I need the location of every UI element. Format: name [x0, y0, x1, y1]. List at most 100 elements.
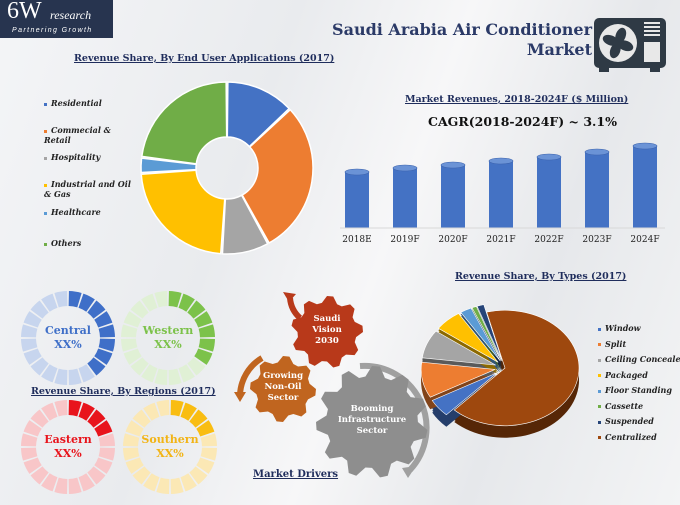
legend-swatch [598, 405, 601, 408]
region-name: Southern [141, 433, 199, 446]
region-value: XX% [54, 338, 82, 351]
legend-swatch [598, 343, 601, 346]
air-conditioner-icon [594, 18, 666, 72]
ac-vent [644, 30, 660, 32]
region-ring-segment [168, 368, 182, 385]
legend-label: Others [51, 238, 82, 248]
region-ring-segment [170, 400, 184, 417]
legend-label: Residential [51, 98, 102, 108]
region-ring-segment [21, 324, 38, 338]
region-ring-segment [78, 293, 95, 312]
region-ring-segment [41, 364, 58, 383]
ac-vent [644, 22, 660, 24]
legend-label: Window [605, 323, 641, 333]
legend-swatch [44, 183, 47, 187]
region-ring-segment [98, 433, 115, 447]
x-tick-label: 2022F [534, 235, 564, 245]
region-ring-segment [189, 466, 208, 485]
bar-cap [488, 157, 514, 165]
region-name: Central [45, 324, 91, 337]
gear-2 [250, 356, 316, 422]
legend-swatch [598, 436, 601, 439]
region-ring-segment [196, 457, 215, 474]
region-ring-segment [156, 400, 170, 417]
region-name: Eastern [44, 433, 92, 446]
region-name: Western [142, 324, 194, 337]
x-tick-label: 2018E [342, 235, 372, 245]
region-ring-segment [68, 477, 82, 494]
legend-swatch [598, 374, 601, 377]
bar-2022F [537, 157, 561, 228]
legend-label: Centralized [605, 431, 657, 442]
legend-item: Commecial & Retail [44, 125, 134, 145]
region-ring-segment [54, 477, 68, 494]
region-ring-segment [123, 433, 140, 447]
x-tick-label: 2020F [438, 235, 468, 245]
ac-panel [644, 42, 660, 62]
legend-swatch [44, 211, 47, 215]
region-ring-segment [130, 300, 149, 319]
cagr-label: CAGR(2018-2024F) ~ 3.1% [428, 114, 617, 129]
donut-slice-residential [226, 81, 291, 148]
page-title: Saudi Arabia Air Conditioner Market [332, 20, 592, 60]
region-southern: Southern XX% [135, 433, 205, 461]
legend-swatch [44, 242, 47, 246]
bar-cap [584, 148, 610, 156]
region-ring-segment [23, 420, 42, 437]
region-ring-segment [41, 402, 58, 421]
region-ring-segment [98, 338, 115, 352]
title-line-1: Saudi Arabia Air Conditioner [332, 20, 592, 39]
region-ring-segment [68, 368, 82, 385]
region-ring-segment [87, 357, 106, 376]
x-tick-label: 2024F [630, 235, 660, 245]
bar-cap [344, 168, 370, 176]
region-ring-segment [198, 324, 215, 338]
bar-cap [632, 142, 658, 150]
pie-slice-cassette [471, 306, 502, 361]
region-ring-segment [30, 409, 49, 428]
bar-2020F [441, 165, 465, 228]
revenues-title: Market Revenues, 2018-2024F ($ Million) [405, 94, 629, 105]
region-ring-segment [178, 293, 195, 312]
bar-2024F [633, 146, 657, 228]
legend-item: Split [598, 339, 680, 355]
legend-label: Packaged [605, 369, 648, 380]
region-ring-segment [68, 291, 82, 308]
bar-cap [536, 153, 562, 161]
legend-item: Ceiling Concealed [598, 354, 680, 370]
region-ring-segment [154, 368, 168, 385]
legend-label: Hospitality [51, 152, 101, 162]
x-tick-label: 2023F [582, 235, 612, 245]
region-ring-segment [87, 300, 106, 319]
region-ring-segment [23, 457, 42, 474]
pie-slice-packaged [437, 313, 499, 363]
region-ring-segment [168, 291, 182, 308]
region-ring-segment [78, 364, 95, 383]
region-ring-segment [54, 291, 68, 308]
region-ring-segment [68, 400, 82, 417]
legend-item: Window [598, 323, 680, 339]
region-ring-segment [132, 409, 151, 428]
legend-item: Healthcare [44, 207, 134, 217]
ac-foot [650, 66, 660, 72]
legend-swatch [44, 102, 47, 106]
logo-brand-small: research [50, 8, 92, 22]
legend-swatch [598, 389, 601, 393]
donut-slice-hospitality [221, 194, 269, 255]
legend-label: Split [605, 338, 627, 349]
types-legend: Window Split Ceiling Concealed Packaged Floo… [598, 323, 680, 447]
region-ring-segment [30, 466, 49, 485]
region-ring-segment [23, 348, 42, 365]
region-ring-segment [180, 402, 197, 421]
pie-slice-floor-standing [460, 307, 501, 362]
arrowhead-icon [234, 392, 246, 402]
gear-label: Booming Infrastructure Sector [337, 404, 407, 436]
legend-label: Ceiling Concealed [605, 354, 680, 364]
region-ring-segment [41, 473, 58, 492]
region-ring-segment [87, 466, 106, 485]
region-ring-segment [54, 368, 68, 385]
region-value: XX% [54, 447, 82, 460]
pie-slice-split [420, 361, 496, 398]
region-ring-segment [23, 311, 42, 328]
ac-vent [644, 26, 660, 28]
